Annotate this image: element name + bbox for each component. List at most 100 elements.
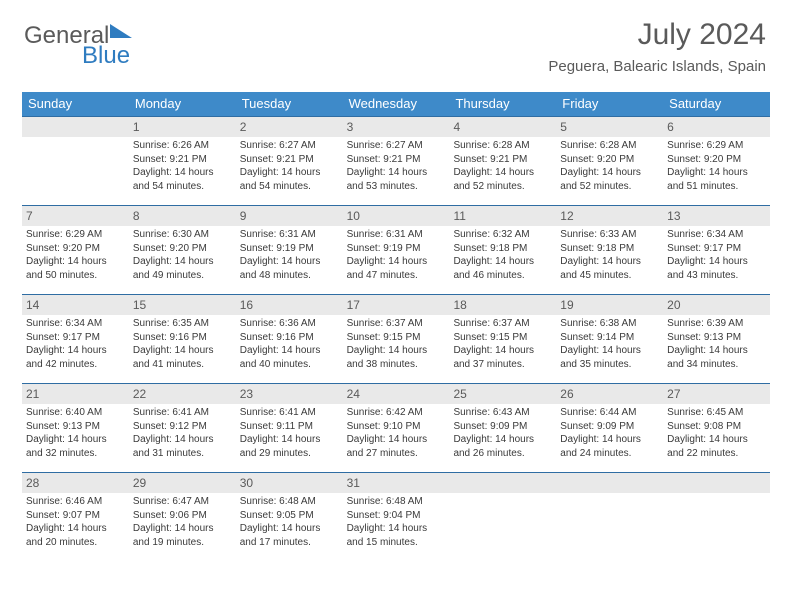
weeks-container: 1Sunrise: 6:26 AMSunset: 9:21 PMDaylight… bbox=[22, 116, 770, 561]
day-info: Sunrise: 6:39 AMSunset: 9:13 PMDaylight:… bbox=[667, 317, 766, 371]
calendar-cell: 31Sunrise: 6:48 AMSunset: 9:04 PMDayligh… bbox=[343, 473, 450, 561]
day-number: 26 bbox=[556, 384, 663, 404]
calendar-cell: 21Sunrise: 6:40 AMSunset: 9:13 PMDayligh… bbox=[22, 384, 129, 472]
calendar-cell: 1Sunrise: 6:26 AMSunset: 9:21 PMDaylight… bbox=[129, 117, 236, 205]
calendar-cell: 26Sunrise: 6:44 AMSunset: 9:09 PMDayligh… bbox=[556, 384, 663, 472]
day-info: Sunrise: 6:47 AMSunset: 9:06 PMDaylight:… bbox=[133, 495, 232, 549]
day-number: 23 bbox=[236, 384, 343, 404]
day-info-line: Sunset: 9:09 PM bbox=[560, 420, 659, 434]
day-info-line: Sunrise: 6:45 AM bbox=[667, 406, 766, 420]
day-info-line: and 19 minutes. bbox=[133, 536, 232, 550]
day-info: Sunrise: 6:34 AMSunset: 9:17 PMDaylight:… bbox=[667, 228, 766, 282]
day-info: Sunrise: 6:29 AMSunset: 9:20 PMDaylight:… bbox=[667, 139, 766, 193]
day-info-line: Daylight: 14 hours bbox=[453, 344, 552, 358]
calendar-cell: 17Sunrise: 6:37 AMSunset: 9:15 PMDayligh… bbox=[343, 295, 450, 383]
day-info-line: and 51 minutes. bbox=[667, 180, 766, 194]
day-info: Sunrise: 6:30 AMSunset: 9:20 PMDaylight:… bbox=[133, 228, 232, 282]
day-info-line: Sunset: 9:21 PM bbox=[453, 153, 552, 167]
day-info-line: and 27 minutes. bbox=[347, 447, 446, 461]
day-info-line: Daylight: 14 hours bbox=[560, 344, 659, 358]
calendar-cell: 23Sunrise: 6:41 AMSunset: 9:11 PMDayligh… bbox=[236, 384, 343, 472]
day-info-line: Sunset: 9:08 PM bbox=[667, 420, 766, 434]
day-number bbox=[663, 473, 770, 493]
day-info-line: Sunset: 9:21 PM bbox=[347, 153, 446, 167]
day-number bbox=[556, 473, 663, 493]
calendar-cell: 8Sunrise: 6:30 AMSunset: 9:20 PMDaylight… bbox=[129, 206, 236, 294]
day-info: Sunrise: 6:26 AMSunset: 9:21 PMDaylight:… bbox=[133, 139, 232, 193]
day-info: Sunrise: 6:27 AMSunset: 9:21 PMDaylight:… bbox=[347, 139, 446, 193]
day-info-line: Sunset: 9:07 PM bbox=[26, 509, 125, 523]
day-number: 28 bbox=[22, 473, 129, 493]
day-header-tue: Tuesday bbox=[236, 92, 343, 116]
day-info-line: Sunrise: 6:31 AM bbox=[347, 228, 446, 242]
day-info-line: Sunset: 9:04 PM bbox=[347, 509, 446, 523]
day-number: 31 bbox=[343, 473, 450, 493]
day-info-line: Sunset: 9:06 PM bbox=[133, 509, 232, 523]
day-info-line: Sunrise: 6:48 AM bbox=[347, 495, 446, 509]
day-info-line: Sunrise: 6:41 AM bbox=[240, 406, 339, 420]
day-info-line: and 49 minutes. bbox=[133, 269, 232, 283]
day-info: Sunrise: 6:35 AMSunset: 9:16 PMDaylight:… bbox=[133, 317, 232, 371]
day-info-line: Daylight: 14 hours bbox=[240, 522, 339, 536]
day-number: 29 bbox=[129, 473, 236, 493]
day-number bbox=[449, 473, 556, 493]
day-info-line: and 54 minutes. bbox=[133, 180, 232, 194]
calendar-cell: 6Sunrise: 6:29 AMSunset: 9:20 PMDaylight… bbox=[663, 117, 770, 205]
day-info-line: Sunrise: 6:35 AM bbox=[133, 317, 232, 331]
day-info-line: and 26 minutes. bbox=[453, 447, 552, 461]
day-number: 22 bbox=[129, 384, 236, 404]
calendar-cell: 14Sunrise: 6:34 AMSunset: 9:17 PMDayligh… bbox=[22, 295, 129, 383]
day-info: Sunrise: 6:31 AMSunset: 9:19 PMDaylight:… bbox=[240, 228, 339, 282]
day-info-line: and 43 minutes. bbox=[667, 269, 766, 283]
day-info-line: Sunrise: 6:29 AM bbox=[26, 228, 125, 242]
header-right: July 2024 Peguera, Balearic Islands, Spa… bbox=[548, 18, 766, 75]
day-info: Sunrise: 6:29 AMSunset: 9:20 PMDaylight:… bbox=[26, 228, 125, 282]
day-info: Sunrise: 6:37 AMSunset: 9:15 PMDaylight:… bbox=[347, 317, 446, 371]
day-info: Sunrise: 6:37 AMSunset: 9:15 PMDaylight:… bbox=[453, 317, 552, 371]
day-info-line: Sunset: 9:13 PM bbox=[26, 420, 125, 434]
day-info-line: and 15 minutes. bbox=[347, 536, 446, 550]
day-info-line: and 34 minutes. bbox=[667, 358, 766, 372]
day-info: Sunrise: 6:28 AMSunset: 9:21 PMDaylight:… bbox=[453, 139, 552, 193]
day-info-line: and 54 minutes. bbox=[240, 180, 339, 194]
day-info-line: Sunset: 9:20 PM bbox=[26, 242, 125, 256]
day-info: Sunrise: 6:40 AMSunset: 9:13 PMDaylight:… bbox=[26, 406, 125, 460]
calendar-cell: 29Sunrise: 6:47 AMSunset: 9:06 PMDayligh… bbox=[129, 473, 236, 561]
day-info-line: Sunset: 9:14 PM bbox=[560, 331, 659, 345]
day-info-line: Sunrise: 6:37 AM bbox=[453, 317, 552, 331]
day-header-row: Sunday Monday Tuesday Wednesday Thursday… bbox=[22, 92, 770, 116]
day-info-line: and 46 minutes. bbox=[453, 269, 552, 283]
day-number bbox=[22, 117, 129, 137]
day-number: 5 bbox=[556, 117, 663, 137]
calendar-cell: 5Sunrise: 6:28 AMSunset: 9:20 PMDaylight… bbox=[556, 117, 663, 205]
calendar-cell bbox=[449, 473, 556, 561]
day-info-line: Sunset: 9:05 PM bbox=[240, 509, 339, 523]
day-info-line: Sunrise: 6:28 AM bbox=[453, 139, 552, 153]
day-number: 24 bbox=[343, 384, 450, 404]
calendar-cell bbox=[556, 473, 663, 561]
day-info-line: and 22 minutes. bbox=[667, 447, 766, 461]
day-info-line: and 24 minutes. bbox=[560, 447, 659, 461]
day-info: Sunrise: 6:38 AMSunset: 9:14 PMDaylight:… bbox=[560, 317, 659, 371]
day-info: Sunrise: 6:43 AMSunset: 9:09 PMDaylight:… bbox=[453, 406, 552, 460]
day-number: 17 bbox=[343, 295, 450, 315]
day-number: 16 bbox=[236, 295, 343, 315]
day-info-line: and 40 minutes. bbox=[240, 358, 339, 372]
day-info-line: and 53 minutes. bbox=[347, 180, 446, 194]
logo-triangle-icon bbox=[110, 24, 132, 38]
day-number: 13 bbox=[663, 206, 770, 226]
day-header-wed: Wednesday bbox=[343, 92, 450, 116]
week-row: 28Sunrise: 6:46 AMSunset: 9:07 PMDayligh… bbox=[22, 472, 770, 561]
day-info: Sunrise: 6:33 AMSunset: 9:18 PMDaylight:… bbox=[560, 228, 659, 282]
calendar-cell: 24Sunrise: 6:42 AMSunset: 9:10 PMDayligh… bbox=[343, 384, 450, 472]
day-info-line: Sunrise: 6:27 AM bbox=[240, 139, 339, 153]
day-info-line: Sunrise: 6:43 AM bbox=[453, 406, 552, 420]
day-info-line: Sunrise: 6:40 AM bbox=[26, 406, 125, 420]
calendar-cell: 12Sunrise: 6:33 AMSunset: 9:18 PMDayligh… bbox=[556, 206, 663, 294]
day-info-line: and 52 minutes. bbox=[560, 180, 659, 194]
day-info-line: Sunset: 9:18 PM bbox=[560, 242, 659, 256]
calendar-cell bbox=[22, 117, 129, 205]
day-info: Sunrise: 6:41 AMSunset: 9:11 PMDaylight:… bbox=[240, 406, 339, 460]
day-info-line: Daylight: 14 hours bbox=[240, 255, 339, 269]
day-info-line: and 29 minutes. bbox=[240, 447, 339, 461]
